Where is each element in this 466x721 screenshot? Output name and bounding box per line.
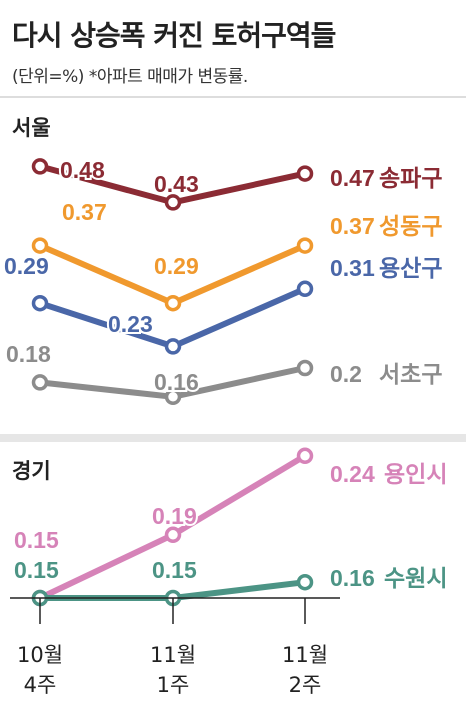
data-point [296,447,314,465]
data-point [296,165,314,182]
data-label: 0.47 [330,165,375,191]
x-tick-label: 11월 [282,643,328,667]
data-label: 0.24 [330,461,375,487]
data-point [296,573,314,591]
data-point [164,194,182,211]
data-label: 0.23 [108,311,153,337]
panel-label: 경기 [12,459,51,483]
series-name-label: 수원시 [384,566,447,592]
panel-label: 서울 [12,116,51,140]
series-name-label: 용산구 [379,256,442,282]
data-point [296,359,314,377]
data-point [164,526,182,544]
x-tick-label: 10월 [17,643,63,667]
data-label: 0.15 [152,557,197,583]
data-label: 0.37 [62,199,107,225]
data-label: 0.16 [154,369,199,395]
data-label: 0.16 [330,565,375,591]
data-point [164,388,182,406]
data-point [31,294,49,312]
data-label: 0.37 [330,213,375,239]
panel-gyeonggi: 경기 0.15 0.19 0.24 용인시 0.15 0.15 0.16 수원시 [12,447,447,607]
panel-divider [0,434,466,442]
data-label: 0.43 [154,171,199,197]
data-point [31,158,49,175]
data-point [31,374,49,391]
data-label: 0.29 [154,253,199,279]
data-label: 0.2 [330,361,362,387]
data-label: 0.18 [6,341,51,367]
data-point [31,237,49,254]
data-label: 0.15 [14,527,59,553]
data-point [296,280,314,298]
data-point [164,294,182,312]
x-tick-label: 4주 [24,673,57,697]
x-axis: 10월 4주 11월 1주 11월 2주 [10,597,340,697]
series-name-label: 송파구 [379,166,442,192]
x-tick-label: 2주 [289,673,322,697]
chart-title: 다시 상승폭 커진 토허구역들 [12,19,336,52]
data-label: 0.29 [4,253,49,279]
data-label: 0.19 [152,503,197,529]
x-tick-label: 1주 [157,673,190,697]
series-name-label: 서초구 [379,362,442,388]
data-point [164,338,182,355]
data-point [296,237,314,254]
series-name-label: 용인시 [384,462,447,488]
data-label: 0.31 [330,255,375,281]
data-label: 0.48 [60,157,105,183]
series-name-label: 성동구 [379,214,442,240]
data-label: 0.15 [14,557,59,583]
chart-subtitle: (단위=%) *아파트 매매가 변동률. [12,67,248,87]
x-tick-label: 11월 [150,643,196,667]
